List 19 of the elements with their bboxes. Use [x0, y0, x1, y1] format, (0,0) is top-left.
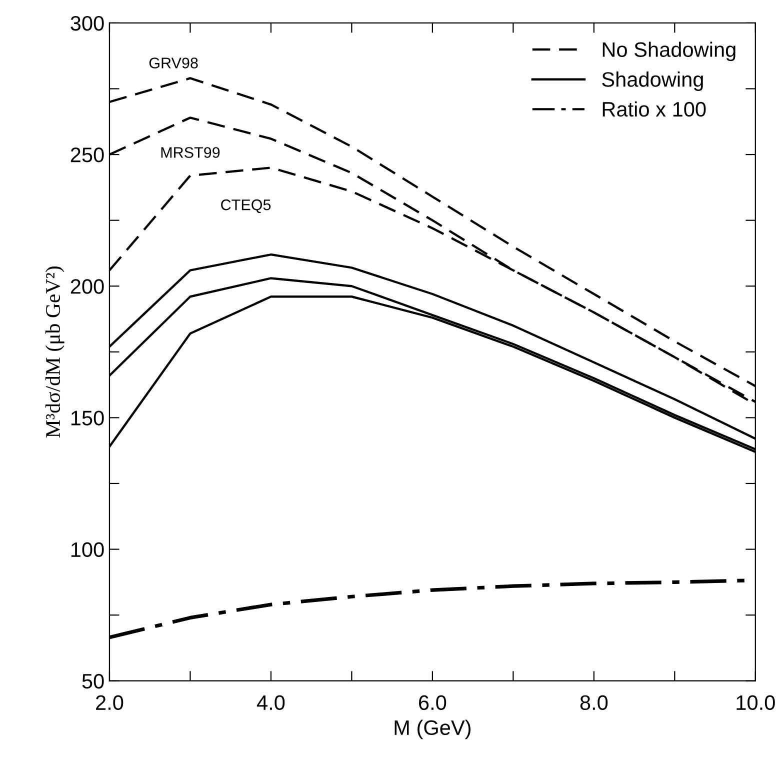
y-tick-label: 300: [70, 16, 104, 31]
x-tick-label: 4.0: [256, 695, 285, 710]
annotation: MRST99: [161, 147, 220, 158]
y-tick-label: 200: [70, 279, 104, 294]
x-axis-title: M (GeV): [394, 720, 471, 740]
legend-label: Shadowing: [602, 72, 703, 91]
x-tick-label: 8.0: [580, 695, 608, 710]
legend-label: Ratio x 100: [602, 101, 706, 117]
y-tick-label: 150: [71, 410, 104, 426]
annotation: GRV98: [149, 58, 198, 68]
legend-label: No Shadowing: [602, 42, 736, 62]
y-tick-label: 100: [71, 542, 104, 558]
annotation: CTEQ5: [221, 199, 271, 213]
y-tick-label: 250: [70, 148, 104, 162]
x-tick-label: 10.0: [736, 695, 775, 710]
x-tick-label: 2.0: [96, 695, 124, 710]
x-tick-label: 6.0: [419, 695, 446, 710]
y-axis-title: M³dσ/dM (μb GeV²): [45, 266, 64, 438]
y-tick-label: 50: [82, 674, 104, 689]
